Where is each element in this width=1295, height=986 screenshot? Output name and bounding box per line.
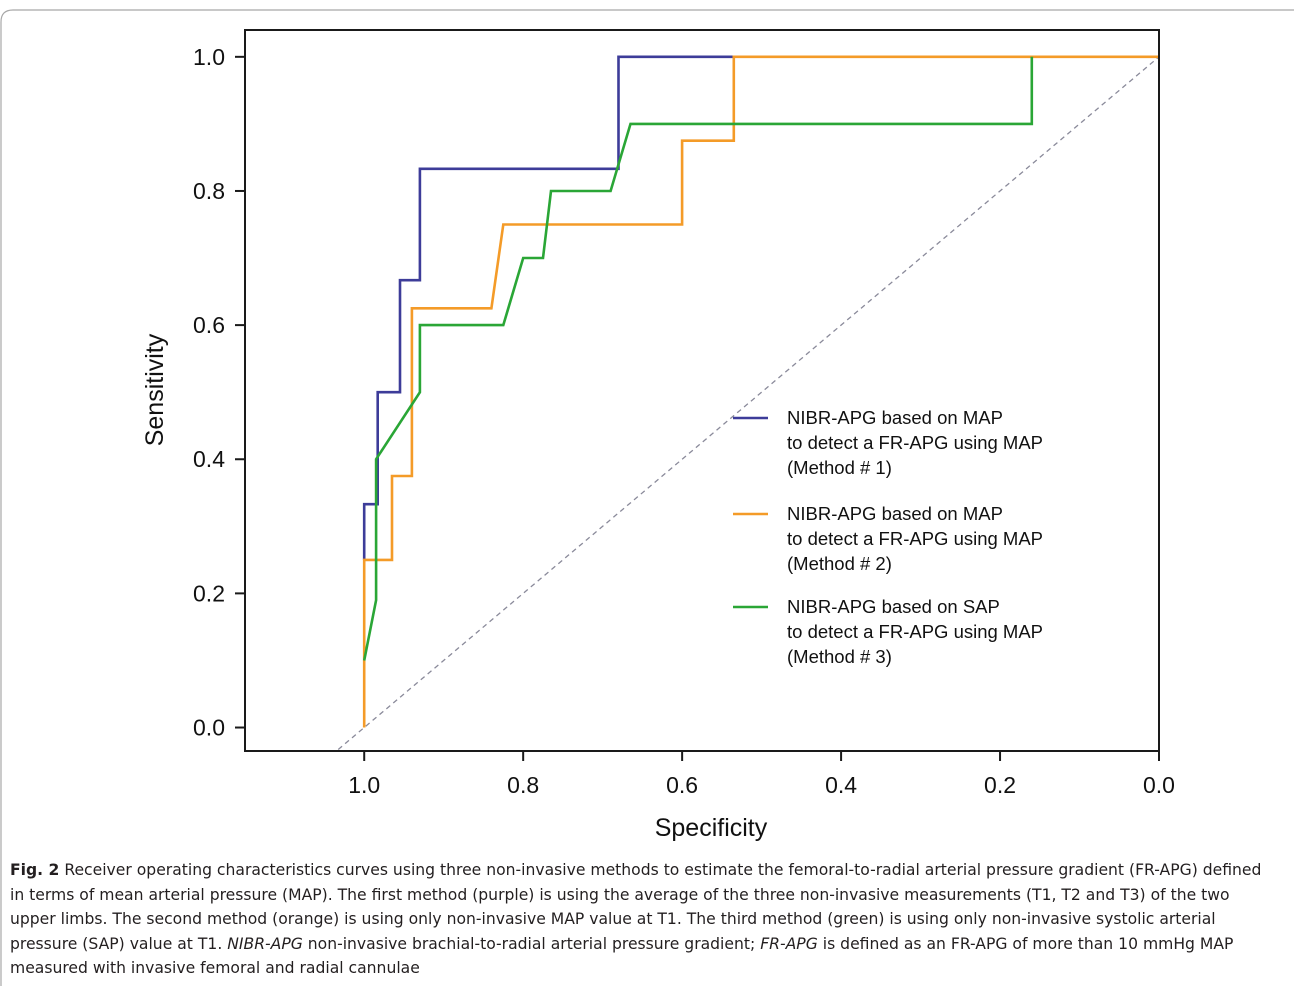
legend-label-method-2: NIBR-APG based on MAP [787,503,1003,524]
x-tick-label: 0.8 [507,772,539,798]
legend: NIBR-APG based on MAP to detect a FR-APG … [733,407,1043,667]
legend-label-method-2: to detect a FR-APG using MAP [787,528,1043,549]
series-layer [362,55,1159,728]
y-tick-label: 0.6 [193,312,225,338]
y-axis-label: Sensitivity [141,333,169,446]
x-tick-label: 0.6 [666,772,698,798]
caption-abbr-nibr-apg: NIBR-APG [227,934,303,953]
legend-label-method-1: to detect a FR-APG using MAP [787,432,1043,453]
x-axis-ticks: 1.0 0.8 0.6 0.4 0.2 0.0 [348,751,1175,798]
figure-label: Fig. 2 [10,861,60,879]
x-tick-label: 0.2 [984,772,1016,798]
legend-label-method-1: (Method # 1) [787,457,892,478]
x-axis-label: Specificity [655,814,768,842]
figure-caption: Fig. 2 Receiver operating characteristic… [10,858,1280,981]
y-tick-label: 0.4 [193,446,225,472]
y-tick-label: 0.2 [193,580,225,606]
x-tick-label: 0.0 [1143,772,1175,798]
roc-curve-method-1 [362,55,734,560]
legend-label-method-1: NIBR-APG based on MAP [787,407,1003,428]
roc-curve-method-2 [362,55,1159,728]
legend-label-method-2: (Method # 2) [787,553,892,574]
x-tick-label: 0.4 [825,772,857,798]
plot-area-frame [244,29,1160,752]
y-tick-label: 1.0 [193,44,225,70]
y-axis-ticks: 0.0 0.2 0.4 0.6 0.8 1.0 [193,44,245,741]
roc-curve-method-3 [362,56,1034,661]
caption-text-2: non-invasive brachial-to-radial arterial… [302,934,761,953]
x-tick-label: 1.0 [348,772,380,798]
legend-label-method-3: (Method # 3) [787,646,892,667]
caption-abbr-fr-apg: FR-APG [760,934,818,953]
y-tick-label: 0.8 [193,178,225,204]
caption-text-3: is defined as an FR-APG of more than 10 … [10,934,1234,978]
chance-diagonal-line [335,55,1159,751]
y-tick-label: 0.0 [193,715,225,741]
caption-text-1: Receiver operating characteristics curve… [10,861,1262,953]
legend-label-method-3: to detect a FR-APG using MAP [787,621,1043,642]
legend-label-method-3: NIBR-APG based on SAP [787,596,1000,617]
